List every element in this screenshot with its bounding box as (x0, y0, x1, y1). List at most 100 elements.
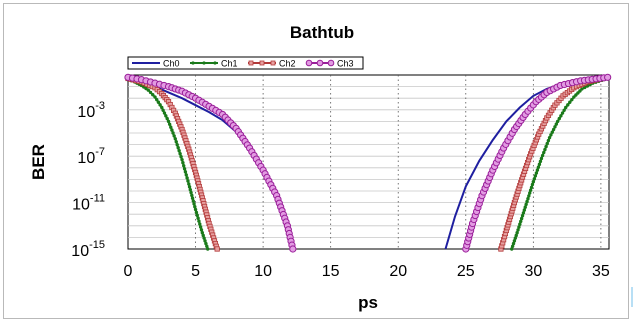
ch1-marker (198, 222, 202, 226)
ch1-marker (190, 193, 194, 198)
ch1-marker (542, 150, 546, 155)
ch1-marker (510, 244, 515, 248)
ch1-marker (193, 207, 198, 212)
ch1-marker (160, 105, 164, 110)
ch1-marker (187, 185, 192, 189)
y-tick-label: 10-7 (77, 146, 105, 167)
ch1-marker (169, 125, 173, 129)
ch1-marker (205, 244, 209, 248)
ch1-marker (184, 173, 188, 177)
ch1-marker (535, 168, 540, 172)
ch1-marker (201, 233, 205, 238)
ch1-marker (544, 144, 548, 149)
ch1-marker (529, 185, 534, 190)
legend-marker-ch3 (327, 59, 335, 67)
ch1-marker (532, 177, 537, 181)
ch1-marker (187, 182, 191, 186)
ch1-marker (171, 131, 175, 135)
ch1-marker (550, 130, 554, 134)
ch1-marker (551, 127, 556, 132)
ch1-marker (158, 103, 162, 107)
x-tick-label: 20 (389, 263, 407, 280)
ch1-marker (180, 157, 184, 162)
ch1-marker (557, 116, 561, 121)
ch1-marker (151, 93, 155, 97)
ch1-marker (164, 114, 168, 118)
ch3-marker (604, 73, 612, 81)
ch1-marker (200, 231, 205, 235)
legend-marker-ch1 (213, 61, 217, 65)
series-layer (124, 73, 612, 253)
x-tick-label: 5 (191, 263, 200, 280)
ch1-marker (177, 149, 181, 153)
ch1-marker (527, 194, 531, 198)
ch1-marker (553, 125, 557, 129)
ch1-marker (540, 153, 545, 158)
ch1-marker (182, 164, 186, 168)
x-tick-label: 15 (322, 263, 340, 280)
ch1-marker (555, 119, 560, 124)
ch1-marker (173, 137, 177, 141)
ch1-marker (523, 205, 527, 209)
ch1-marker (186, 179, 190, 183)
ch1-marker (188, 188, 193, 192)
ch1-marker (165, 116, 169, 121)
legend-marker-ch1 (202, 61, 206, 65)
ch1-marker (196, 216, 200, 220)
ch1-marker (512, 239, 517, 243)
ch1-marker (182, 167, 187, 171)
ch1-marker (156, 100, 161, 104)
ch1-marker (190, 196, 195, 200)
ch1-marker (172, 134, 176, 138)
ch1-marker (198, 225, 203, 229)
legend-label-ch0: Ch0 (163, 59, 180, 69)
ch1-marker (179, 154, 183, 159)
ch1-marker (155, 97, 159, 102)
ch1-marker (183, 170, 188, 174)
ch1-marker (560, 111, 565, 115)
ch1-marker (189, 190, 193, 195)
chart-title: Bathtub (290, 23, 354, 42)
ch1-marker (539, 156, 544, 161)
ch2-marker (214, 246, 220, 252)
ch1-marker (204, 241, 208, 246)
edge-accent (631, 287, 633, 307)
ch1-marker (202, 236, 206, 240)
ch1-marker (562, 108, 566, 112)
ch1-marker (510, 247, 514, 251)
ch1-marker (522, 208, 527, 212)
tick-labels: 0 5 10 15 20 25 30 35 10-3 10-7 10-11 10-15 (71, 100, 610, 280)
legend: Ch0 Ch1 Ch2 Ch3 (127, 56, 364, 70)
ch1-marker (518, 222, 522, 226)
ch1-marker (547, 135, 552, 140)
ch1-marker (525, 199, 529, 204)
ch1-marker (526, 197, 530, 201)
ch1-marker (570, 97, 574, 102)
legend-marker-ch2 (259, 60, 265, 66)
ch1-marker (181, 161, 185, 165)
ch1-marker (193, 205, 197, 209)
ch1-marker (175, 143, 179, 147)
legend-marker-ch1 (191, 61, 195, 65)
ch1-marker (203, 239, 207, 243)
ch1-marker (174, 140, 178, 144)
ch1-marker (534, 171, 539, 175)
ch1-marker (515, 231, 519, 235)
legend-marker-ch3 (305, 59, 313, 67)
ch1-marker (146, 88, 150, 92)
x-tick-label: 25 (457, 263, 475, 280)
ch1-marker (566, 103, 570, 107)
ch1-marker (546, 138, 551, 143)
legend-label-ch1: Ch1 (221, 59, 238, 69)
ch1-marker (199, 228, 204, 232)
ch1-marker (195, 213, 199, 218)
ch1-marker (528, 191, 532, 195)
ch1-marker (178, 152, 182, 156)
legend-box (127, 56, 364, 70)
ch1-marker (517, 225, 521, 229)
ch1-marker (176, 146, 180, 150)
ch1-marker (206, 247, 210, 251)
ch1-marker (194, 210, 199, 215)
x-tick-label: 0 (124, 263, 133, 280)
